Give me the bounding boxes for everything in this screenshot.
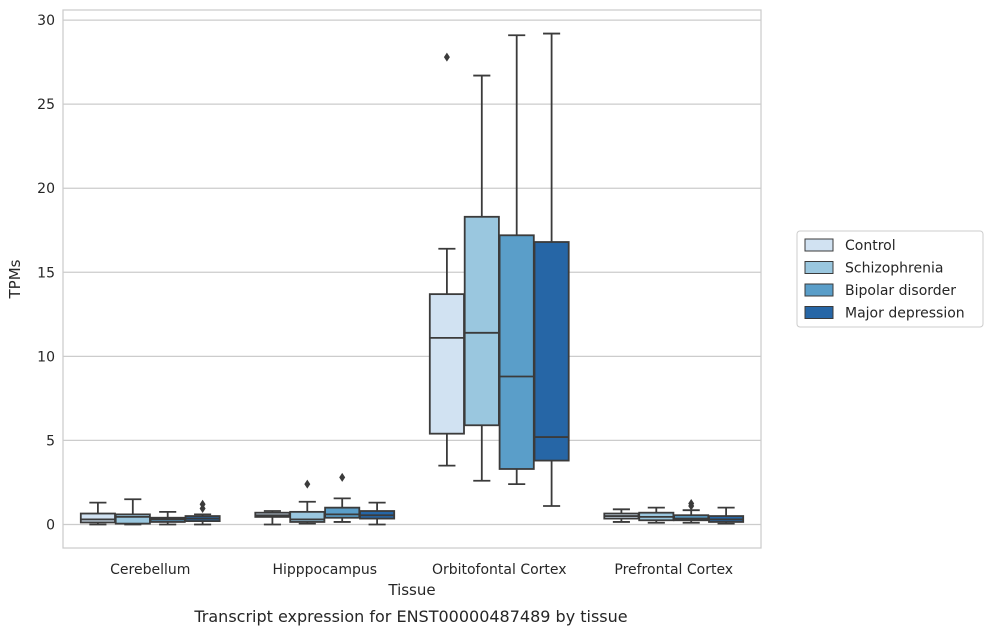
box-1-2 [324,472,361,523]
x-axis-label: Tissue [387,581,435,599]
x-tick-label: Prefrontal Cortex [614,562,733,578]
boxes [79,32,745,526]
box-3-1 [638,506,675,524]
plot-area-frame [62,9,762,549]
box-body [498,234,535,470]
x-tick-label: Hipppocampus [272,562,377,578]
outlier-point [339,472,346,482]
box-body [428,293,465,435]
box-3-2 [673,498,710,524]
box-body [463,215,500,427]
chart-caption: Transcript expression for ENST0000048748… [193,607,627,626]
y-tick-label: 30 [37,13,55,29]
box-0-1 [114,498,151,526]
x-tick-label: Orbitofontal Cortex [432,562,567,578]
legend-swatch [804,283,834,297]
outlier-point [688,498,695,508]
outlier-point [199,499,206,509]
box-body [324,506,361,519]
legend-label: Schizophrenia [845,261,943,277]
x-axis-ticks: Cerebellum Hipppocampus Orbitofontal Corte… [110,562,733,578]
legend-frame [796,230,984,328]
y-tick-label: 25 [37,97,55,113]
box-body [289,510,326,523]
box-2-1 [463,74,500,482]
y-tick-label: 0 [46,517,55,533]
box-2-0 [428,52,465,467]
x-tick-label: Cerebellum [110,562,190,578]
box-1-0 [254,510,291,526]
box-2-2 [498,34,535,486]
legend-swatch [804,306,834,319]
y-axis-label: TPMs [6,259,24,299]
outlier-point [443,52,450,62]
box-1-1 [289,479,326,525]
legend-swatch [804,238,834,252]
box-1-3 [359,501,396,526]
box-0-0 [79,501,116,526]
box-3-0 [603,508,640,523]
box-0-2 [149,510,186,526]
box-body [533,241,570,462]
legend-label: Bipolar disorder [845,283,956,299]
outlier-point [304,479,311,489]
y-tick-label: 20 [37,181,55,197]
y-tick-label: 5 [46,433,55,449]
y-tick-label: 15 [37,265,55,281]
box-body [79,512,116,524]
y-axis-ticks: 0 5 10 15 20 25 30 [37,13,55,533]
legend-label: Major depression [845,306,965,322]
box-0-3 [184,499,221,526]
gridlines [63,19,761,526]
legend-label: Control [845,238,896,254]
box-body [114,513,151,525]
box-3-3 [708,506,745,525]
y-tick-label: 10 [37,349,55,365]
box-2-3 [533,32,570,507]
legend: Control Schizophrenia Bipolar disorder Majo… [796,230,984,328]
legend-swatch [804,261,834,274]
